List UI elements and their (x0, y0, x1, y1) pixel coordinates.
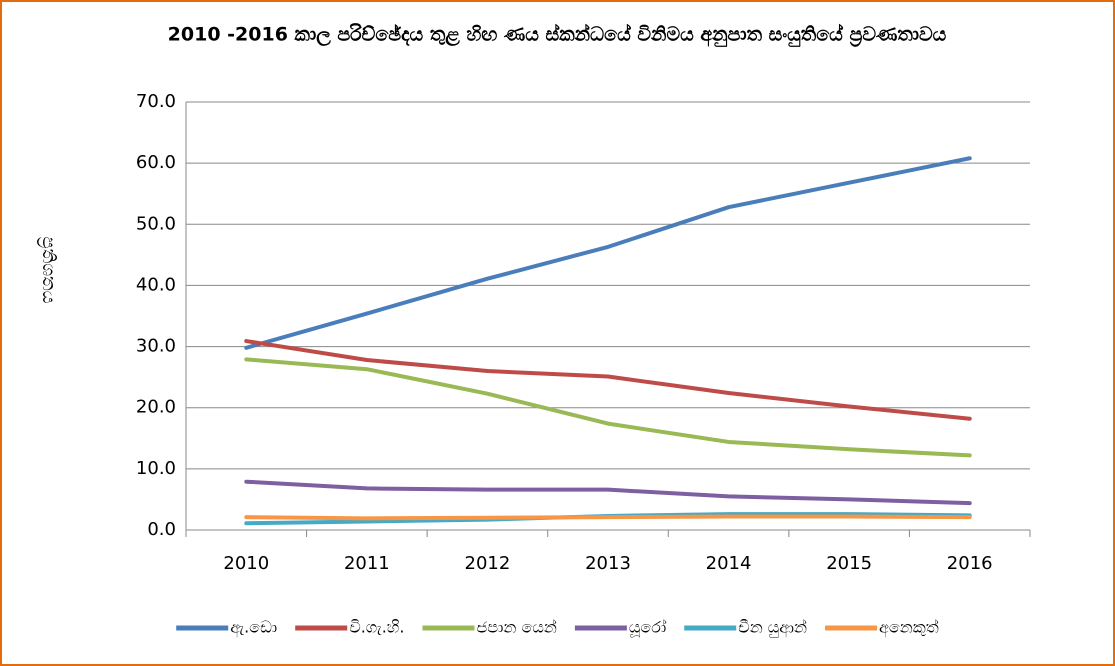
x-tick-label: 2010 (223, 553, 269, 574)
y-tick-label: 70.0 (136, 91, 176, 112)
y-axis-label: ප්‍රතිශතය (38, 236, 59, 303)
y-tick-label: 50.0 (136, 213, 176, 234)
legend-label: වි.ගැ.හි. (349, 618, 404, 637)
series-line (244, 357, 972, 458)
y-tick-label: 30.0 (136, 336, 176, 357)
legend-label: ජපාන යෙන් (476, 618, 556, 637)
x-tick-label: 2016 (947, 553, 993, 574)
y-tick-label: 40.0 (136, 274, 176, 295)
y-tick-label: 0.0 (147, 519, 176, 540)
x-tick-label: 2014 (706, 553, 752, 574)
series-line (244, 156, 972, 350)
series-line (244, 514, 972, 521)
x-tick-label: 2012 (465, 553, 511, 574)
legend-label: ඇ.ඩො (230, 618, 277, 638)
series-line (244, 339, 972, 421)
x-tick-label: 2013 (585, 553, 631, 574)
legend-label: යූරෝ (629, 618, 666, 638)
series-line (244, 479, 972, 506)
x-tick-label: 2011 (344, 553, 390, 574)
x-tick-label: 2015 (826, 553, 872, 574)
y-tick-label: 20.0 (136, 397, 176, 418)
y-tick-label: 60.0 (136, 152, 176, 173)
chart-title: 2010 -2016 කාල පරිච්ඡේදය තුළ හිඟ ණය ස්කන… (168, 23, 947, 48)
y-tick-label: 10.0 (136, 458, 176, 479)
legend-label: අනෙකුත් (879, 618, 939, 638)
legend-label: චීන යුආන් (738, 618, 807, 638)
